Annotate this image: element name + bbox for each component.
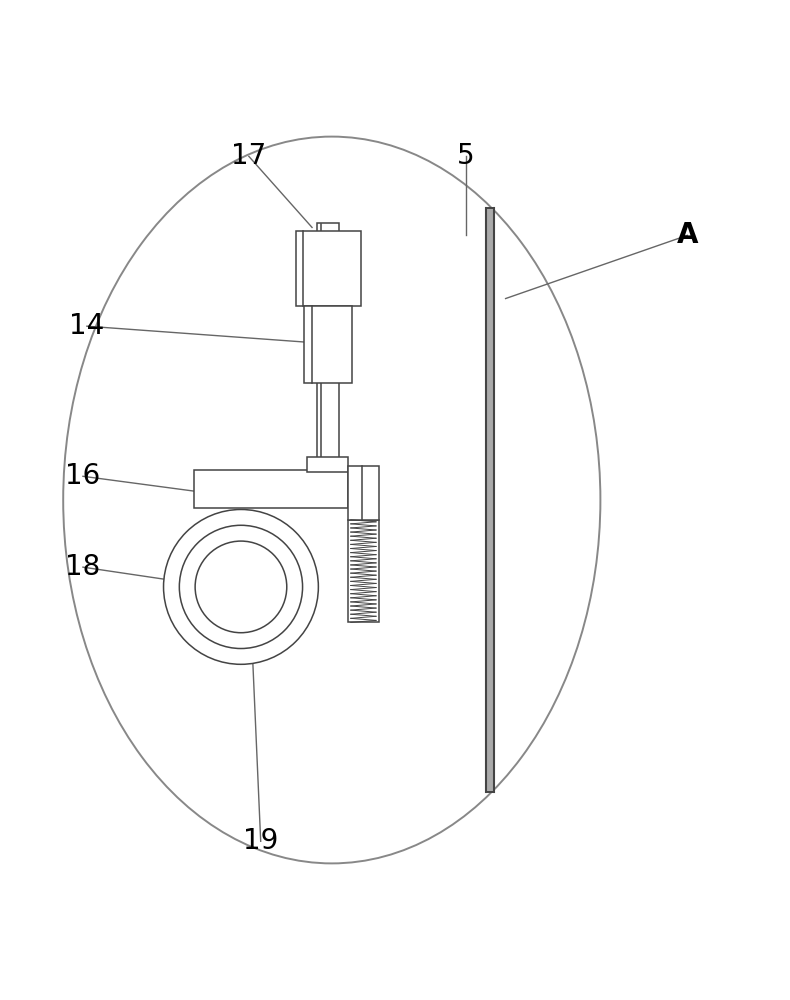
Text: 17: 17 [231,142,266,170]
Circle shape [195,541,287,633]
Bar [317,224,339,464]
Bar [348,466,379,520]
Bar [304,306,352,383]
Text: 5: 5 [457,142,475,170]
Circle shape [164,509,318,664]
Text: 18: 18 [66,553,100,581]
Bar [194,470,348,508]
Text: 16: 16 [66,462,100,490]
Bar [486,208,494,792]
Text: 19: 19 [243,827,278,855]
Circle shape [179,525,303,649]
Bar [296,231,361,306]
Text: 14: 14 [70,312,104,340]
Text: A: A [676,221,698,249]
Bar [348,520,379,622]
Bar [307,457,348,472]
